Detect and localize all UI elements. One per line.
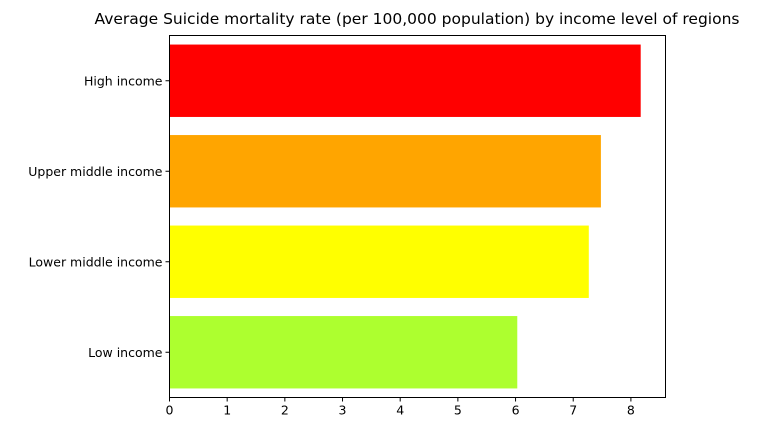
x-tick-label-5: 5 xyxy=(454,403,462,418)
category-label-low-income: Low income xyxy=(88,345,163,360)
category-label-high-income: High income xyxy=(84,73,163,88)
x-tick-label-7: 7 xyxy=(569,403,577,418)
x-tick-label-4: 4 xyxy=(396,403,404,418)
chart-title: Average Suicide mortality rate (per 100,… xyxy=(95,10,740,28)
x-axis-ticks-group: 0 1 2 3 4 5 6 7 8 xyxy=(166,397,635,418)
bar-upper-middle-income xyxy=(169,135,601,208)
category-labels-group: High income Upper middle income Lower midd… xyxy=(28,73,170,360)
bar-lower-middle-income xyxy=(169,225,589,298)
bars-group xyxy=(169,44,641,389)
x-tick-label-8: 8 xyxy=(627,403,635,418)
bar-low-income xyxy=(169,316,518,389)
x-tick-label-2: 2 xyxy=(281,403,289,418)
plot-frame xyxy=(169,35,666,398)
x-tick-label-6: 6 xyxy=(512,403,520,418)
x-tick-label-1: 1 xyxy=(223,403,231,418)
category-label-lower-middle-income: Lower middle income xyxy=(29,254,163,269)
x-tick-label-3: 3 xyxy=(339,403,347,418)
category-label-upper-middle-income: Upper middle income xyxy=(28,164,163,179)
bar-high-income xyxy=(169,44,641,117)
x-tick-label-0: 0 xyxy=(166,403,174,418)
